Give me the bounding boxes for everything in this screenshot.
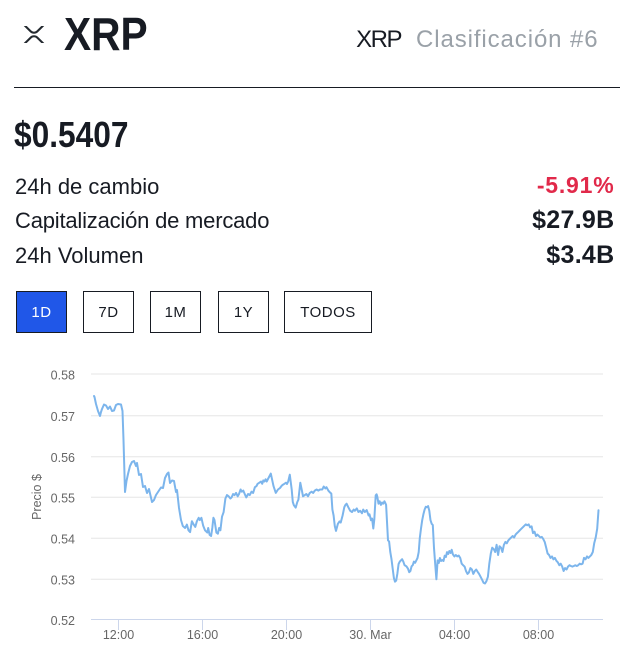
- svg-text:16:00: 16:00: [187, 628, 218, 642]
- svg-text:0.58: 0.58: [51, 368, 75, 382]
- svg-text:0.53: 0.53: [51, 574, 75, 588]
- svg-text:0.55: 0.55: [51, 492, 75, 506]
- svg-text:0.56: 0.56: [51, 451, 75, 465]
- svg-text:Precio $: Precio $: [30, 474, 44, 520]
- svg-text:20:00: 20:00: [271, 628, 302, 642]
- svg-text:0.57: 0.57: [51, 410, 75, 424]
- svg-text:04:00: 04:00: [439, 628, 470, 642]
- svg-text:0.54: 0.54: [51, 533, 75, 547]
- svg-text:08:00: 08:00: [523, 628, 554, 642]
- svg-text:0.52: 0.52: [51, 614, 75, 628]
- svg-text:30. Mar: 30. Mar: [349, 628, 391, 642]
- svg-text:12:00: 12:00: [103, 628, 134, 642]
